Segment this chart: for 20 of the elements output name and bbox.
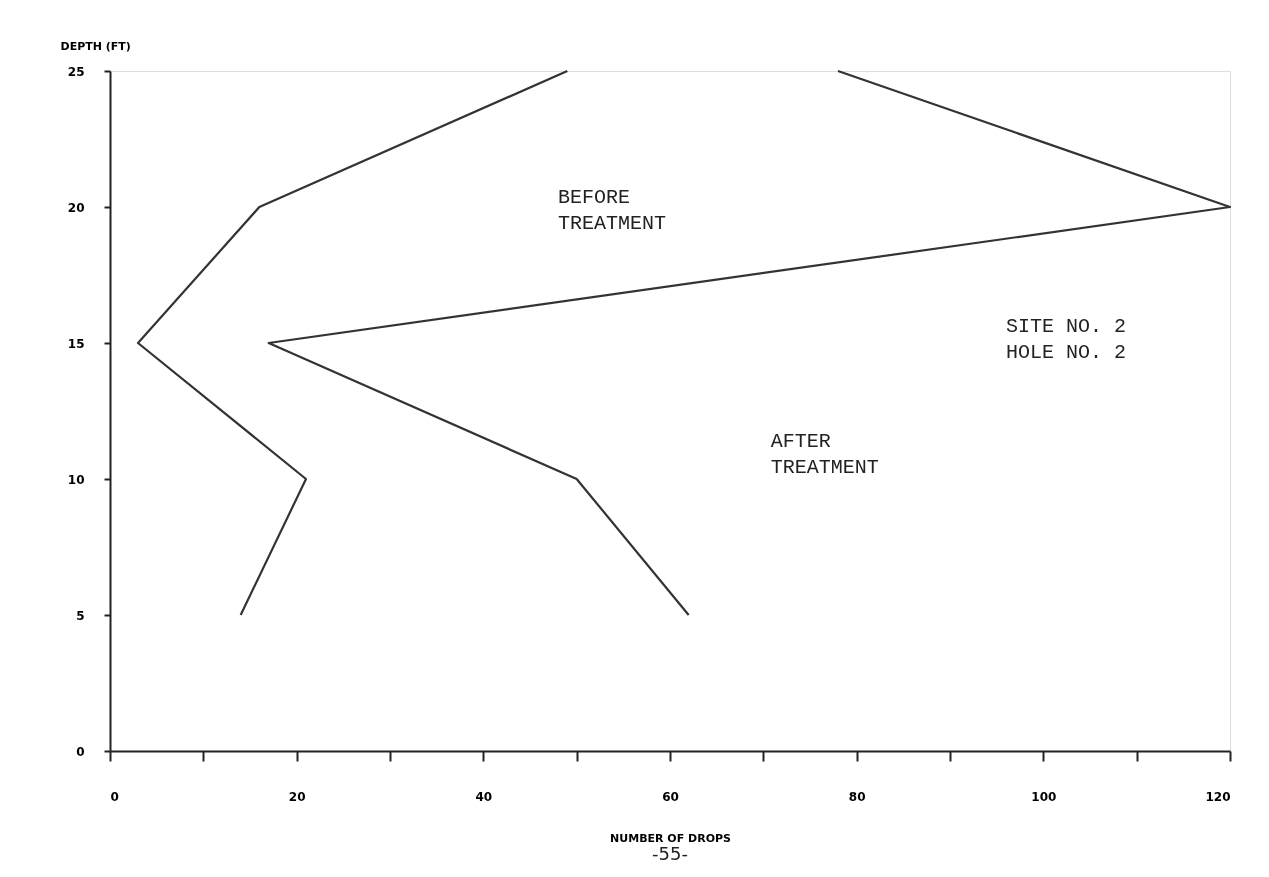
- x-tick-label: 40: [475, 789, 493, 804]
- y-tick-label: 20: [67, 200, 85, 215]
- x-tick-label: 100: [1031, 789, 1057, 804]
- annotation: SITE NO. 2 HOLE NO. 2: [1006, 314, 1127, 364]
- annotation: AFTER TREATMENT: [770, 430, 879, 480]
- x-tick-label: 0: [110, 789, 119, 804]
- x-tick-label: 80: [848, 789, 866, 804]
- y-tick-label: 15: [67, 336, 85, 351]
- y-tick-label: 10: [67, 472, 85, 487]
- text: -55-: [652, 843, 688, 865]
- y-axis-title: DEPTH (FT): [60, 39, 131, 53]
- x-axis-title: NUMBER OF DROPS: [610, 831, 732, 845]
- x-tick-label: 20: [288, 789, 306, 804]
- x-tick-label: 120: [1205, 789, 1231, 804]
- annotation: BEFORE TREATMENT: [558, 185, 667, 235]
- line-series: [267, 69, 1232, 617]
- y-tick-label: 0: [76, 744, 85, 759]
- x-tick-label: 60: [662, 789, 679, 804]
- y-tick-label: 5: [76, 608, 85, 623]
- y-tick-label: 25: [67, 64, 85, 79]
